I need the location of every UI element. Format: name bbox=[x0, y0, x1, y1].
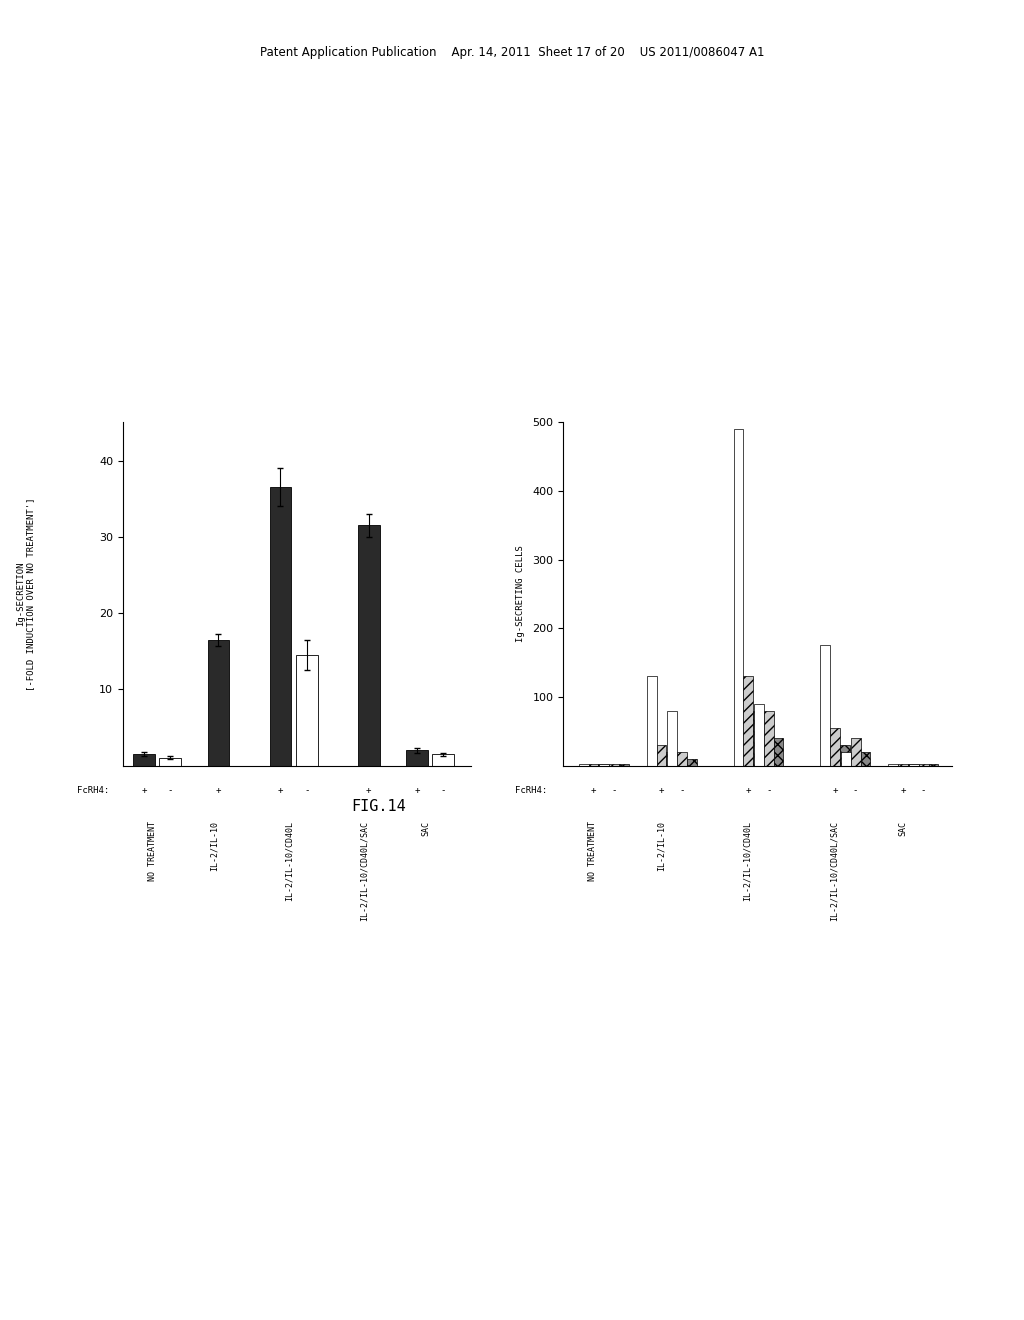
Text: -: - bbox=[440, 787, 445, 795]
Bar bbox=[609, 764, 618, 766]
Bar bbox=[909, 764, 919, 766]
Text: IL-2/IL-10: IL-2/IL-10 bbox=[210, 821, 218, 870]
Bar bbox=[754, 704, 764, 766]
Text: Patent Application Publication    Apr. 14, 2011  Sheet 17 of 20    US 2011/00860: Patent Application Publication Apr. 14, … bbox=[260, 46, 764, 59]
Bar bbox=[269, 487, 292, 766]
Bar bbox=[773, 738, 783, 766]
Text: NO TREATMENT: NO TREATMENT bbox=[148, 821, 157, 880]
Text: Ig-SECRETION
[-FOLD INDUCTION OVER NO TREATMENT']: Ig-SECRETION [-FOLD INDUCTION OVER NO TR… bbox=[15, 498, 35, 690]
Bar bbox=[841, 752, 851, 766]
Bar bbox=[733, 429, 743, 766]
Bar bbox=[908, 764, 918, 766]
Text: +: + bbox=[366, 787, 372, 795]
Bar bbox=[407, 750, 428, 766]
Text: +: + bbox=[900, 787, 906, 795]
Bar bbox=[764, 710, 773, 766]
Bar bbox=[296, 655, 317, 766]
Bar bbox=[159, 758, 181, 766]
Bar bbox=[133, 754, 155, 766]
Text: +: + bbox=[591, 787, 596, 795]
Text: -: - bbox=[304, 787, 309, 795]
Bar bbox=[656, 744, 667, 766]
Bar bbox=[898, 764, 908, 766]
Text: +: + bbox=[141, 787, 146, 795]
Text: IL-2/IL-10/CD40L: IL-2/IL-10/CD40L bbox=[743, 821, 752, 900]
Bar bbox=[357, 525, 380, 766]
Bar bbox=[840, 744, 850, 766]
Text: +: + bbox=[658, 787, 665, 795]
Text: SAC: SAC bbox=[898, 821, 907, 836]
Text: -: - bbox=[611, 787, 616, 795]
Text: -: - bbox=[679, 787, 684, 795]
Bar bbox=[618, 764, 629, 766]
Text: IL-2/IL-10/CD40L/SAC: IL-2/IL-10/CD40L/SAC bbox=[830, 821, 839, 920]
Bar bbox=[677, 752, 687, 766]
Bar bbox=[598, 764, 608, 766]
Bar bbox=[830, 727, 840, 766]
Text: +: + bbox=[216, 787, 221, 795]
Bar bbox=[889, 764, 898, 766]
Text: IL-2/IL-10/CD40L: IL-2/IL-10/CD40L bbox=[285, 821, 294, 900]
Text: FcRH4:: FcRH4: bbox=[515, 787, 548, 795]
Text: -: - bbox=[853, 787, 858, 795]
Bar bbox=[667, 710, 677, 766]
Text: -: - bbox=[168, 787, 173, 795]
Bar bbox=[589, 764, 598, 766]
Text: NO TREATMENT: NO TREATMENT bbox=[588, 821, 597, 880]
Bar bbox=[851, 738, 860, 766]
Text: IL-2/IL-10: IL-2/IL-10 bbox=[656, 821, 666, 870]
Bar bbox=[667, 752, 676, 766]
Bar bbox=[687, 759, 696, 766]
Bar bbox=[579, 764, 589, 766]
Bar bbox=[647, 676, 656, 766]
Text: +: + bbox=[745, 787, 751, 795]
Bar bbox=[432, 754, 454, 766]
Bar bbox=[919, 764, 929, 766]
Text: -: - bbox=[766, 787, 771, 795]
Bar bbox=[599, 764, 609, 766]
Text: FcRH4:: FcRH4: bbox=[77, 787, 109, 795]
Text: SAC: SAC bbox=[421, 821, 430, 836]
Text: IL-2/IL-10/CD40L/SAC: IL-2/IL-10/CD40L/SAC bbox=[359, 821, 369, 920]
Bar bbox=[743, 676, 754, 766]
Bar bbox=[929, 764, 938, 766]
Bar bbox=[208, 640, 229, 766]
Text: -: - bbox=[921, 787, 927, 795]
Text: +: + bbox=[415, 787, 420, 795]
Text: FIG.14: FIG.14 bbox=[351, 799, 407, 813]
Text: +: + bbox=[833, 787, 838, 795]
Bar bbox=[754, 710, 763, 766]
Y-axis label: Ig-SECRETING CELLS: Ig-SECRETING CELLS bbox=[516, 545, 525, 643]
Text: +: + bbox=[278, 787, 283, 795]
Bar bbox=[860, 752, 870, 766]
Bar bbox=[820, 645, 830, 766]
